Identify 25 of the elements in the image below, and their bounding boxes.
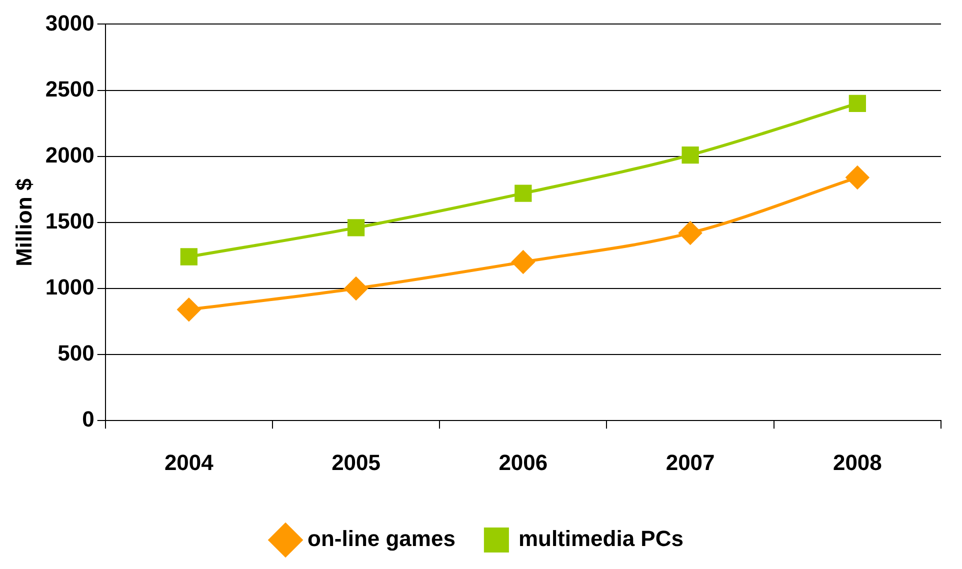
y-tick-label: 0 xyxy=(82,406,94,432)
x-tick-label: 2008 xyxy=(832,450,882,475)
y-tick-label: 3000 xyxy=(45,10,94,36)
x-tick-label: 2005 xyxy=(332,450,381,475)
point xyxy=(180,248,198,266)
x-tick-label: 2004 xyxy=(164,450,214,475)
point xyxy=(682,146,699,164)
point xyxy=(848,94,866,112)
x-tick-label: 2006 xyxy=(498,450,548,475)
y-tick-label: 2000 xyxy=(45,142,94,168)
legend-label: on-line games xyxy=(308,526,456,552)
y-tick-label: 1500 xyxy=(45,208,94,234)
point xyxy=(678,221,702,244)
legend-label: multimedia PCs xyxy=(518,526,684,552)
point xyxy=(846,166,869,189)
point xyxy=(344,276,368,300)
point xyxy=(347,219,365,236)
y-tick-label: 2500 xyxy=(45,76,94,102)
y-tick-label: 500 xyxy=(58,340,94,366)
point xyxy=(514,184,532,202)
x-tick-label: 2007 xyxy=(666,450,715,475)
y-tick-label: 1000 xyxy=(45,274,94,300)
point xyxy=(512,250,535,274)
point xyxy=(177,298,200,322)
y-axis-title: Million $ xyxy=(11,178,36,266)
